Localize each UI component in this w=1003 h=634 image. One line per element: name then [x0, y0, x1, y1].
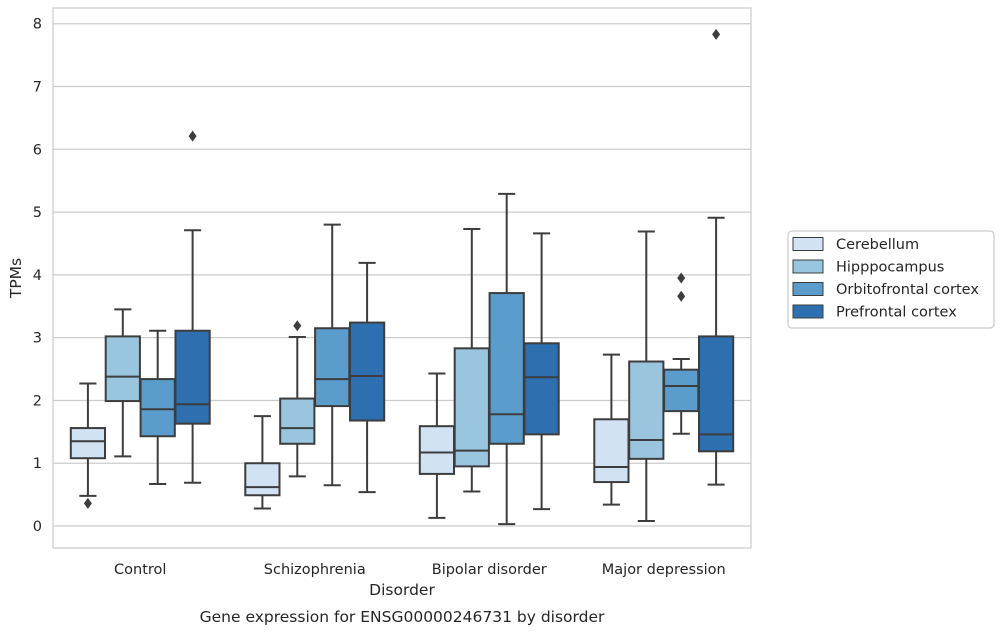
box: [139, 329, 176, 485]
iqr-box: [488, 292, 525, 445]
iqr-box: [593, 418, 630, 484]
box-series: [69, 28, 735, 526]
x-tick-label: Major depression: [602, 562, 726, 578]
box: [104, 308, 141, 458]
box: [628, 230, 665, 522]
iqr-box: [523, 342, 560, 436]
iqr-box: [663, 368, 700, 413]
box: [314, 223, 351, 487]
box: [244, 415, 281, 510]
outlier-point: [677, 272, 686, 284]
y-tick-labels: 0 1 2 3 4 5 6 7 8: [33, 17, 42, 535]
legend-label: Prefrontal cortex: [836, 305, 957, 321]
legend: Cerebellum Hipppocampus Orbitofrontal cort…: [787, 230, 995, 329]
outlier-point: [188, 130, 197, 142]
x-axis-label: Disorder: [369, 581, 435, 599]
y-tick-label: 1: [33, 456, 42, 472]
series-prefrontal-cortex: [174, 28, 735, 511]
x-tick-label: Bipolar disorder: [432, 562, 547, 578]
iqr-box: [697, 335, 735, 453]
y-tick-label: 8: [33, 17, 42, 33]
x-tick-label: Schizophrenia: [264, 562, 366, 578]
outlier-point: [712, 28, 721, 40]
iqr-box: [628, 360, 665, 460]
iqr-box: [453, 347, 490, 468]
legend-swatch: [792, 282, 824, 296]
series-hipppocampus: [104, 228, 665, 522]
legend-swatch: [792, 304, 824, 319]
box: [69, 382, 107, 509]
iqr-box: [104, 335, 141, 403]
y-tick-label: 3: [33, 331, 42, 347]
box: [663, 272, 700, 435]
iqr-box: [418, 425, 456, 475]
y-tick-label: 7: [33, 79, 42, 95]
iqr-box: [279, 397, 316, 445]
box: [348, 261, 386, 494]
box: [488, 192, 525, 526]
legend-label: Cerebellum: [836, 237, 919, 253]
legend-label: Orbitofrontal cortex: [836, 282, 979, 298]
y-tick-label: 0: [33, 519, 42, 535]
box: [279, 320, 316, 478]
y-axis-label: TPMs: [7, 258, 25, 299]
box: [523, 232, 560, 511]
y-tick-label: 2: [33, 393, 42, 409]
series-cerebellum: [69, 353, 630, 519]
x-tick-label: Control: [114, 562, 166, 578]
legend-frame: [787, 230, 995, 329]
legend-swatch: [792, 259, 824, 274]
x-tick-labels: Control Schizophrenia Bipolar disorder Majo…: [114, 562, 726, 578]
iqr-box: [244, 462, 281, 497]
iqr-box: [139, 378, 176, 438]
chart-caption: Gene expression for ENSG00000246731 by d…: [200, 608, 605, 626]
y-tick-label: 6: [33, 142, 42, 158]
box: [418, 372, 456, 519]
box: [593, 353, 630, 506]
iqr-box: [348, 321, 386, 422]
y-tick-label: 4: [33, 268, 42, 284]
box: [453, 228, 490, 493]
iqr-box: [174, 329, 211, 425]
series-orbitofrontal-cortex: [139, 192, 700, 526]
outlier-point: [83, 497, 92, 509]
outlier-point: [677, 290, 686, 302]
box: [697, 28, 735, 486]
y-tick-label: 5: [33, 205, 42, 221]
iqr-box: [69, 427, 107, 460]
box: [174, 130, 211, 484]
iqr-box: [314, 327, 351, 408]
legend-swatch: [792, 237, 824, 251]
outlier-point: [293, 320, 302, 332]
legend-label: Hipppocampus: [836, 260, 944, 276]
plot-frame: [52, 7, 752, 549]
